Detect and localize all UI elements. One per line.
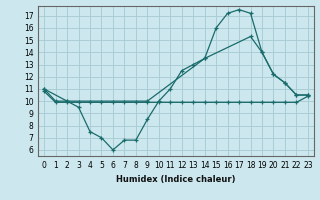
X-axis label: Humidex (Indice chaleur): Humidex (Indice chaleur) — [116, 175, 236, 184]
